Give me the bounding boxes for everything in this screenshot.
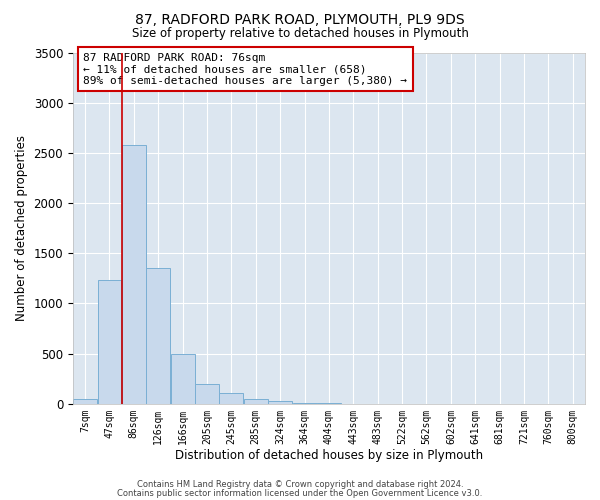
Bar <box>73 399 97 404</box>
Bar <box>98 280 121 404</box>
Bar <box>122 145 146 404</box>
Bar <box>220 393 244 404</box>
Bar <box>170 354 194 404</box>
Bar <box>293 403 317 404</box>
Text: Contains HM Land Registry data © Crown copyright and database right 2024.: Contains HM Land Registry data © Crown c… <box>137 480 463 489</box>
X-axis label: Distribution of detached houses by size in Plymouth: Distribution of detached houses by size … <box>175 450 483 462</box>
Bar <box>146 268 170 404</box>
Bar <box>268 401 292 404</box>
Y-axis label: Number of detached properties: Number of detached properties <box>15 135 28 321</box>
Bar <box>195 384 219 404</box>
Text: 87 RADFORD PARK ROAD: 76sqm
← 11% of detached houses are smaller (658)
89% of se: 87 RADFORD PARK ROAD: 76sqm ← 11% of det… <box>83 52 407 86</box>
Bar <box>244 399 268 404</box>
Text: 87, RADFORD PARK ROAD, PLYMOUTH, PL9 9DS: 87, RADFORD PARK ROAD, PLYMOUTH, PL9 9DS <box>135 12 465 26</box>
Text: Contains public sector information licensed under the Open Government Licence v3: Contains public sector information licen… <box>118 488 482 498</box>
Text: Size of property relative to detached houses in Plymouth: Size of property relative to detached ho… <box>131 28 469 40</box>
